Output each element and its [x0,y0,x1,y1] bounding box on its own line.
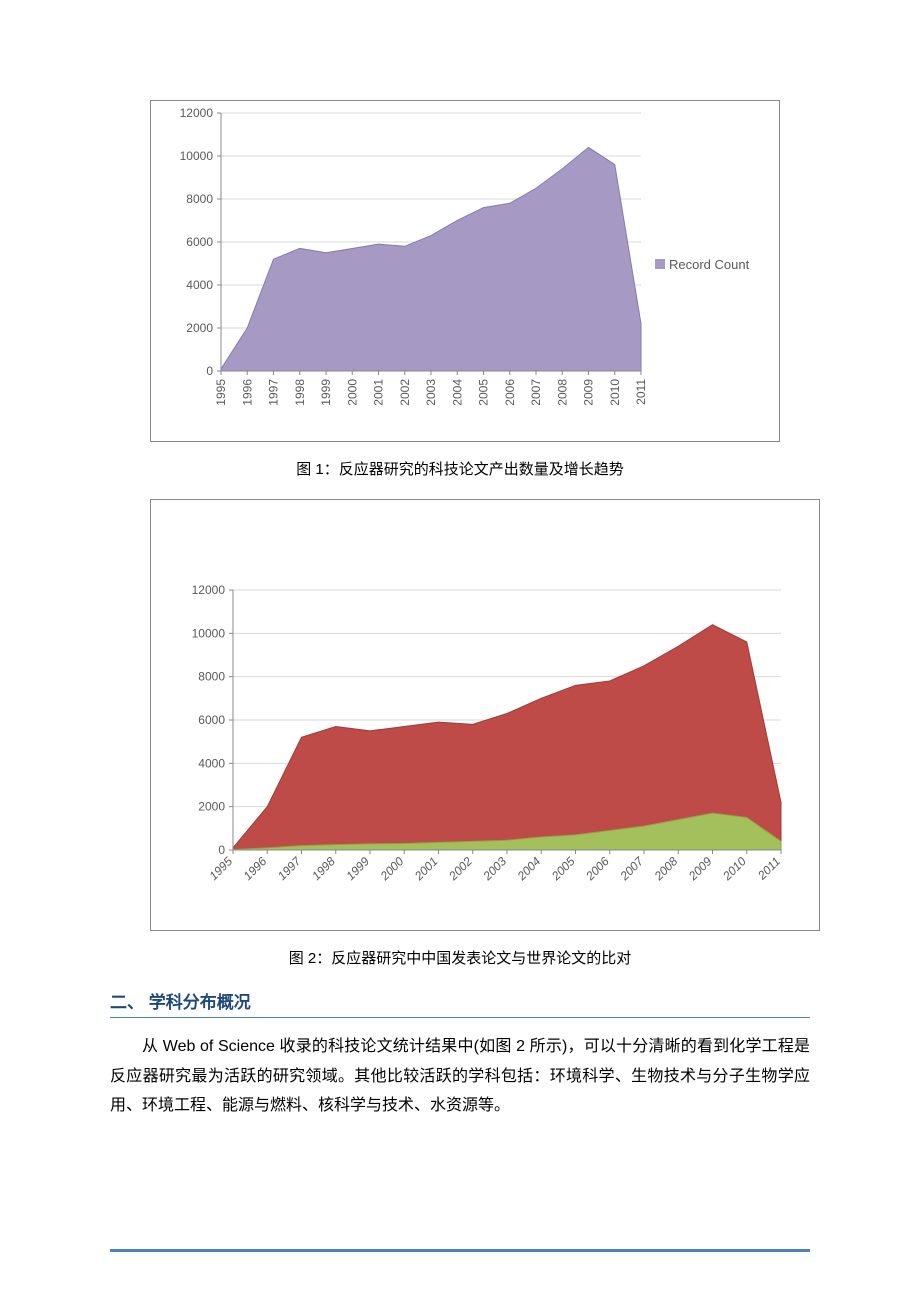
chart1-frame: 0 2000 4000 6000 8000 10000 12000 1995 1996 1997 1… [150,100,780,442]
svg-text:2002: 2002 [445,854,475,884]
svg-text:4000: 4000 [186,278,213,292]
svg-text:1997: 1997 [275,853,305,883]
svg-text:2007: 2007 [529,379,543,406]
svg-text:2009: 2009 [582,379,596,406]
chart2-frame: 0200040006000800010000120001995199619971… [150,499,820,931]
svg-text:1997: 1997 [267,379,281,406]
svg-text:2005: 2005 [477,379,491,406]
chart2-caption: 图 2：反应器研究中中国发表论文与世界论文的比对 [110,947,810,968]
svg-text:8000: 8000 [198,670,225,684]
svg-text:2011: 2011 [634,379,648,405]
svg-text:Record Count: Record Count [669,257,750,272]
svg-text:2010: 2010 [608,379,622,406]
svg-text:2006: 2006 [503,379,517,406]
svg-text:1999: 1999 [343,854,372,883]
svg-text:2005: 2005 [548,854,578,884]
svg-text:4000: 4000 [198,756,225,770]
svg-text:1995: 1995 [214,379,228,406]
svg-text:2000: 2000 [198,800,225,814]
paragraph-1: 从 Web of Science 收录的科技论文统计结果中(如图 2 所示)，可… [110,1032,810,1121]
footer-rule [110,1249,810,1252]
svg-text:2003: 2003 [480,854,510,884]
svg-text:1995: 1995 [206,854,235,883]
svg-text:1999: 1999 [319,379,333,406]
svg-text:6000: 6000 [198,713,225,727]
svg-text:2004: 2004 [450,379,464,406]
svg-text:12000: 12000 [192,583,226,597]
svg-text:10000: 10000 [180,149,214,163]
svg-text:2004: 2004 [514,854,544,884]
svg-text:2009: 2009 [685,854,715,884]
svg-text:2000: 2000 [377,854,407,884]
svg-text:2007: 2007 [617,853,647,883]
svg-text:2010: 2010 [719,854,749,884]
svg-text:2011: 2011 [754,854,783,883]
svg-text:12000: 12000 [180,106,214,120]
svg-text:2008: 2008 [555,379,569,406]
svg-text:6000: 6000 [186,235,213,249]
svg-text:2000: 2000 [186,321,213,335]
svg-text:2000: 2000 [345,379,359,406]
svg-text:0: 0 [206,364,213,378]
svg-text:1996: 1996 [240,379,254,406]
svg-text:1998: 1998 [309,854,338,883]
svg-text:2001: 2001 [372,379,386,406]
svg-text:1998: 1998 [293,379,307,406]
section-heading: 二、 学科分布概况 [110,988,810,1018]
svg-text:2008: 2008 [651,854,681,884]
svg-text:8000: 8000 [186,192,213,206]
svg-text:1996: 1996 [241,854,270,883]
svg-text:2003: 2003 [424,379,438,406]
svg-text:2006: 2006 [582,854,612,884]
svg-text:2002: 2002 [398,379,412,406]
chart1-caption: 图 1：反应器研究的科技论文产出数量及增长趋势 [110,458,810,479]
svg-text:10000: 10000 [192,626,226,640]
svg-text:2001: 2001 [411,854,440,883]
